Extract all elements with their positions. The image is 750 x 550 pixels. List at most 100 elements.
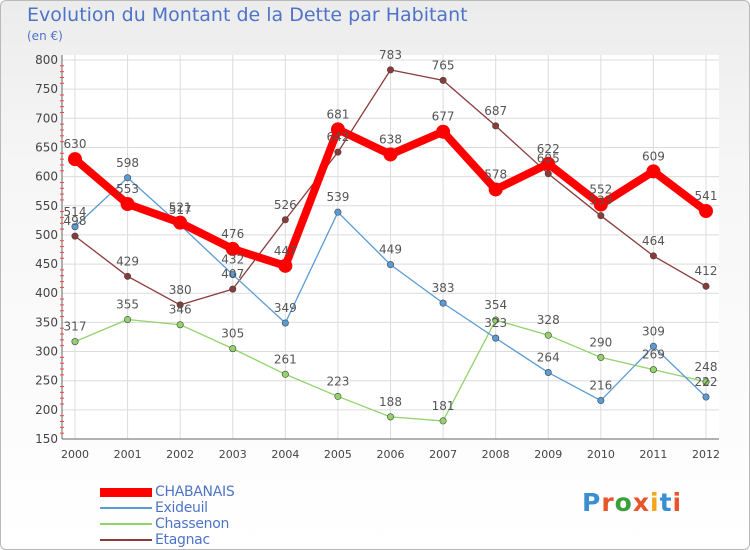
data-label-chassenon: 181 (432, 399, 455, 413)
y-tick-label: 150 (35, 432, 58, 446)
data-label-etagnac: 412 (695, 264, 718, 278)
data-label-chassenon: 261 (274, 352, 297, 366)
data-point-chabanais (68, 152, 82, 167)
data-label-chassenon: 223 (326, 374, 349, 388)
data-point-chassenon (124, 315, 132, 323)
x-tick-label: 2012 (692, 448, 720, 461)
chart-title: Evolution du Montant de la Dette par Hab… (27, 4, 468, 26)
data-point-etagnac (176, 301, 184, 309)
data-label-exideuil: 216 (589, 379, 612, 393)
data-point-exideuil (71, 223, 79, 231)
data-point-chassenon (597, 353, 605, 361)
data-label-chassenon: 290 (589, 335, 612, 349)
data-point-etagnac (544, 170, 552, 178)
y-tick-label: 600 (35, 170, 58, 184)
data-point-etagnac (229, 285, 237, 293)
data-point-etagnac (702, 282, 710, 290)
data-label-chassenon: 355 (116, 297, 139, 311)
y-tick-label: 450 (35, 257, 58, 271)
data-label-exideuil: 598 (116, 156, 139, 170)
data-point-chabanais (225, 241, 240, 256)
data-point-chabanais (173, 215, 188, 230)
data-point-exideuil (649, 342, 657, 350)
y-tick-label: 700 (35, 111, 58, 125)
data-label-chabanais: 609 (642, 149, 665, 163)
data-label-chabanais: 681 (326, 107, 349, 121)
data-point-chassenon (386, 413, 394, 421)
y-tick-label: 800 (35, 53, 58, 67)
data-label-exideuil: 349 (274, 301, 297, 315)
x-tick-label: 2000 (61, 448, 89, 461)
data-point-exideuil (492, 334, 500, 342)
data-point-chassenon (492, 316, 500, 324)
data-label-chabanais: 622 (537, 142, 560, 156)
data-point-chabanais (699, 204, 713, 219)
data-point-exideuil (124, 174, 132, 182)
data-label-exideuil: 264 (537, 351, 560, 365)
data-point-exideuil (334, 208, 342, 216)
data-point-etagnac (334, 148, 342, 156)
data-point-etagnac (386, 66, 394, 74)
data-label-chassenon: 248 (695, 360, 718, 374)
data-point-etagnac (71, 232, 79, 240)
data-label-chabanais: 541 (695, 189, 718, 203)
data-point-chabanais (120, 197, 135, 212)
data-point-exideuil (439, 299, 447, 307)
legend-label: CHABANAIS (155, 484, 235, 500)
data-label-exideuil: 383 (432, 281, 455, 295)
data-label-chabanais: 553 (116, 182, 139, 196)
legend-swatch (100, 507, 152, 509)
data-label-exideuil: 514 (64, 205, 87, 219)
data-point-exideuil (544, 369, 552, 377)
data-point-exideuil (229, 271, 237, 279)
legend-label: Chassenon (155, 516, 230, 532)
data-label-exideuil: 323 (484, 316, 507, 330)
data-label-chabanais: 521 (169, 201, 192, 215)
data-point-exideuil (281, 319, 289, 327)
data-point-etagnac (492, 122, 500, 130)
data-label-chabanais: 476 (221, 227, 244, 241)
legend-swatch (100, 539, 152, 541)
data-label-exideuil: 309 (642, 324, 665, 338)
data-point-chabanais (330, 122, 345, 137)
data-label-chabanais: 578 (484, 167, 507, 181)
data-point-chassenon (439, 417, 447, 425)
data-point-etagnac (649, 252, 657, 260)
data-point-etagnac (124, 272, 132, 280)
data-label-etagnac: 429 (116, 254, 139, 268)
data-point-chassenon (176, 321, 184, 329)
data-label-etagnac: 765 (432, 58, 455, 72)
data-point-chabanais (278, 258, 293, 273)
data-label-chabanais: 677 (432, 110, 455, 124)
data-label-etagnac: 464 (642, 234, 665, 248)
data-label-chassenon: 188 (379, 395, 402, 409)
data-point-chabanais (541, 156, 556, 171)
data-point-chabanais (488, 182, 503, 197)
data-label-etagnac: 526 (274, 198, 297, 212)
data-point-chassenon (649, 366, 657, 374)
data-point-chassenon (334, 392, 342, 400)
data-label-chassenon: 328 (537, 313, 560, 327)
data-point-chassenon (702, 378, 710, 386)
data-label-chabanais: 552 (589, 183, 612, 197)
y-tick-label: 250 (35, 374, 58, 388)
data-point-exideuil (386, 261, 394, 269)
data-label-exideuil: 432 (221, 253, 244, 267)
data-label-etagnac: 783 (379, 48, 402, 62)
data-label-chassenon: 354 (484, 298, 507, 312)
data-point-exideuil (597, 397, 605, 405)
data-label-chabanais: 447 (274, 244, 297, 258)
y-tick-label: 300 (35, 345, 58, 359)
y-tick-label: 750 (35, 82, 58, 96)
data-label-exideuil: 222 (695, 375, 718, 389)
legend-swatch (100, 487, 152, 497)
data-point-chassenon (544, 331, 552, 339)
x-tick-label: 2011 (639, 448, 667, 461)
data-point-etagnac (281, 216, 289, 224)
data-label-etagnac: 687 (484, 104, 507, 118)
data-label-etagnac: 380 (169, 283, 192, 297)
x-tick-label: 2004 (271, 448, 299, 461)
data-point-exideuil (702, 393, 710, 401)
y-tick-label: 350 (35, 315, 58, 329)
